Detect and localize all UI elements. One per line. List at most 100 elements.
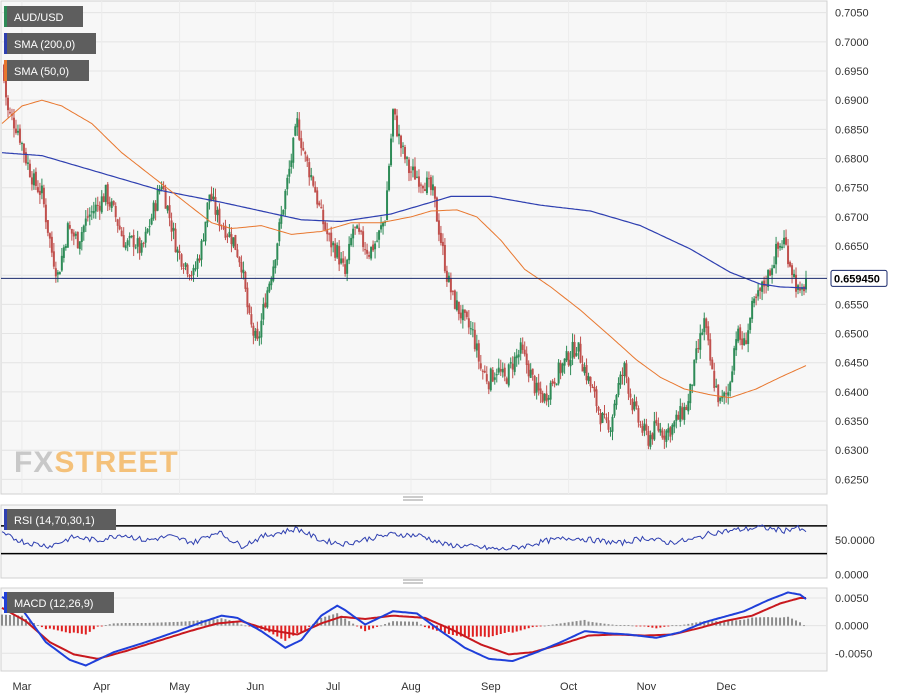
candle-body bbox=[435, 197, 438, 222]
candle-body bbox=[649, 435, 652, 447]
candle-body bbox=[693, 359, 696, 386]
macd-histogram-bar bbox=[204, 619, 207, 626]
candle-body bbox=[697, 347, 700, 349]
candle-body bbox=[613, 403, 616, 416]
legend-sma50[interactable]: SMA (50,0) bbox=[4, 60, 89, 81]
candle-body bbox=[114, 206, 117, 218]
candle-body bbox=[465, 311, 468, 318]
candle-body bbox=[286, 177, 289, 190]
macd-histogram-bar bbox=[655, 625, 658, 629]
legend-aud-usd[interactable]: AUD/USD bbox=[4, 6, 83, 27]
macd-histogram-bar bbox=[719, 621, 722, 626]
candle-body bbox=[601, 412, 604, 423]
candle-body bbox=[599, 413, 602, 425]
legend-rsi-label: RSI (14,70,30,1) bbox=[14, 515, 95, 527]
candle-body bbox=[409, 171, 412, 173]
macd-histogram-bar bbox=[304, 625, 307, 630]
candle-body bbox=[202, 240, 205, 242]
macd-tick-label: -0.0050 bbox=[835, 648, 872, 660]
candle-body bbox=[230, 234, 233, 245]
macd-histogram-bar bbox=[356, 625, 359, 627]
macd-histogram-bar bbox=[455, 625, 458, 636]
candle-body bbox=[172, 227, 175, 231]
legend[interactable]: AUD/USD SMA (200,0) SMA (50,0) bbox=[4, 6, 96, 81]
macd-histogram-bar bbox=[132, 622, 135, 626]
candle-body bbox=[455, 300, 458, 311]
candle-body bbox=[661, 430, 664, 438]
candle-body bbox=[433, 186, 436, 199]
macd-histogram-bar bbox=[559, 623, 562, 626]
candle-body bbox=[314, 186, 317, 193]
macd-histogram-bar bbox=[643, 625, 646, 627]
candle-body bbox=[88, 214, 91, 217]
candle-body bbox=[803, 286, 806, 292]
legend-rsi[interactable]: RSI (14,70,30,1) bbox=[4, 509, 116, 530]
macd-histogram-bar bbox=[703, 621, 706, 626]
candle-body bbox=[214, 197, 217, 215]
candle-body bbox=[493, 377, 496, 380]
legend-sma200[interactable]: SMA (200,0) bbox=[4, 33, 96, 54]
candle-body bbox=[80, 232, 83, 242]
candle-body bbox=[587, 375, 590, 382]
macd-histogram-bar bbox=[124, 622, 127, 626]
macd-histogram-bar bbox=[36, 625, 39, 626]
candle-body bbox=[503, 367, 506, 377]
candle-body bbox=[427, 178, 430, 180]
macd-histogram-bar bbox=[567, 622, 570, 626]
candle-body bbox=[106, 184, 109, 205]
candle-body bbox=[725, 393, 728, 395]
candle-body bbox=[392, 109, 395, 137]
candle-body bbox=[789, 262, 792, 267]
candle-body bbox=[82, 225, 85, 233]
legend-macd[interactable]: MACD (12,26,9) bbox=[4, 592, 114, 613]
candle-body bbox=[551, 380, 554, 384]
candle-body bbox=[246, 287, 249, 308]
candle-body bbox=[559, 362, 562, 374]
candle-body bbox=[168, 205, 171, 219]
macd-histogram-bar bbox=[360, 625, 363, 629]
price-tick-label: 0.6400 bbox=[835, 387, 869, 399]
macd-histogram-bar bbox=[116, 623, 119, 626]
macd-histogram-bar bbox=[4, 614, 7, 626]
candle-body bbox=[505, 378, 508, 384]
candle-body bbox=[6, 97, 9, 111]
panel-resize-handle[interactable] bbox=[403, 579, 423, 584]
candle-body bbox=[322, 209, 325, 225]
candle-body bbox=[152, 202, 155, 219]
macd-histogram-bar bbox=[639, 625, 642, 627]
x-tick-label: Nov bbox=[637, 681, 657, 693]
macd-histogram-bar bbox=[723, 621, 726, 626]
macd-histogram-bar bbox=[755, 617, 758, 626]
candle-body bbox=[336, 245, 339, 258]
macd-histogram-bar bbox=[683, 624, 686, 626]
candle-body bbox=[14, 128, 17, 133]
candle-body bbox=[72, 232, 75, 237]
candle-body bbox=[485, 374, 488, 382]
candle-body bbox=[405, 157, 408, 159]
candle-body bbox=[737, 328, 740, 342]
candle-body bbox=[429, 177, 432, 190]
candle-body bbox=[364, 249, 367, 251]
candle-body bbox=[40, 185, 43, 194]
candle-body bbox=[358, 227, 361, 232]
macd-histogram-bar bbox=[439, 625, 442, 632]
macd-histogram-bar bbox=[20, 615, 23, 626]
macd-histogram-bar bbox=[104, 624, 107, 626]
candle-body bbox=[683, 406, 686, 421]
macd-histogram-bar bbox=[603, 623, 606, 626]
panel-resize-handle[interactable] bbox=[403, 496, 423, 501]
candle-body bbox=[475, 343, 478, 351]
candle-body bbox=[445, 270, 448, 282]
candle-body bbox=[415, 176, 418, 178]
candle-body bbox=[292, 137, 295, 163]
candle-body bbox=[477, 343, 480, 362]
candle-body bbox=[619, 374, 622, 385]
macd-tick-label: 0.0050 bbox=[835, 593, 869, 605]
rsi-panel-background bbox=[0, 504, 828, 579]
candle-body bbox=[747, 330, 750, 344]
candle-body bbox=[699, 333, 702, 350]
candle-body bbox=[212, 196, 215, 200]
candle-body bbox=[595, 389, 598, 407]
candle-body bbox=[443, 244, 446, 272]
macd-histogram-bar bbox=[164, 622, 167, 626]
